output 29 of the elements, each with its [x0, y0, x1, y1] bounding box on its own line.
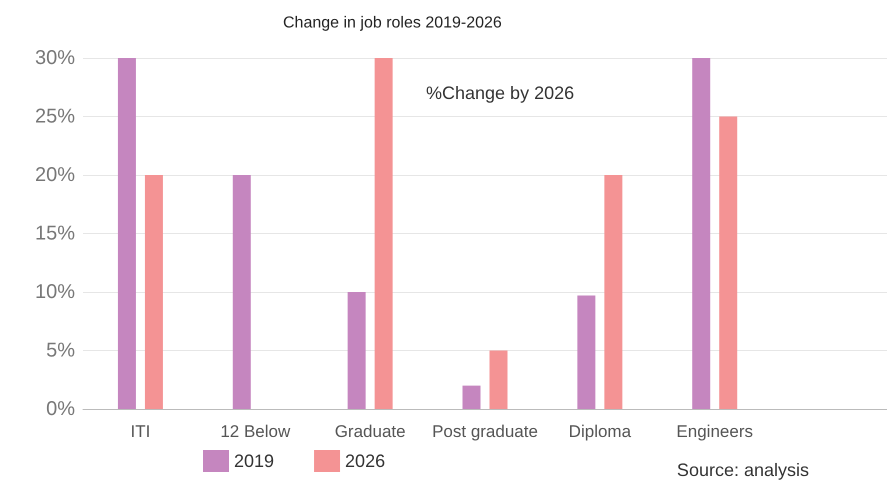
x-tick-label: 12 Below	[220, 422, 291, 441]
bar	[604, 175, 622, 409]
y-tick-label: 10%	[34, 281, 76, 303]
y-tick-label: 0%	[46, 398, 76, 420]
y-tick-label: 5%	[46, 340, 76, 362]
source-note: Source: analysis	[676, 460, 810, 480]
bar	[144, 175, 163, 409]
legend-label: 2019	[234, 451, 274, 471]
y-tick-label: 25%	[34, 106, 76, 128]
bar	[692, 58, 710, 409]
annotation: %Change by 2026	[426, 83, 574, 103]
bar	[490, 350, 508, 409]
bar	[719, 116, 738, 409]
x-tick-label: Graduate	[334, 422, 406, 441]
y-tick-label: 20%	[34, 164, 76, 186]
legend-label: 2026	[345, 451, 386, 471]
x-tick-label: ITI	[130, 422, 150, 441]
x-tick-label: Diploma	[568, 422, 632, 441]
bar	[348, 292, 366, 409]
x-tick-label: Engineers	[676, 422, 753, 441]
y-tick-label: 15%	[34, 222, 76, 244]
chart-title: Change in job roles 2019-2026	[283, 14, 502, 32]
bar	[118, 58, 136, 409]
bar	[232, 175, 251, 409]
y-tick-label: 30%	[34, 47, 76, 69]
x-tick-label: Post graduate	[432, 422, 538, 441]
bar	[577, 296, 596, 409]
bar	[462, 386, 480, 409]
bar	[374, 58, 393, 409]
